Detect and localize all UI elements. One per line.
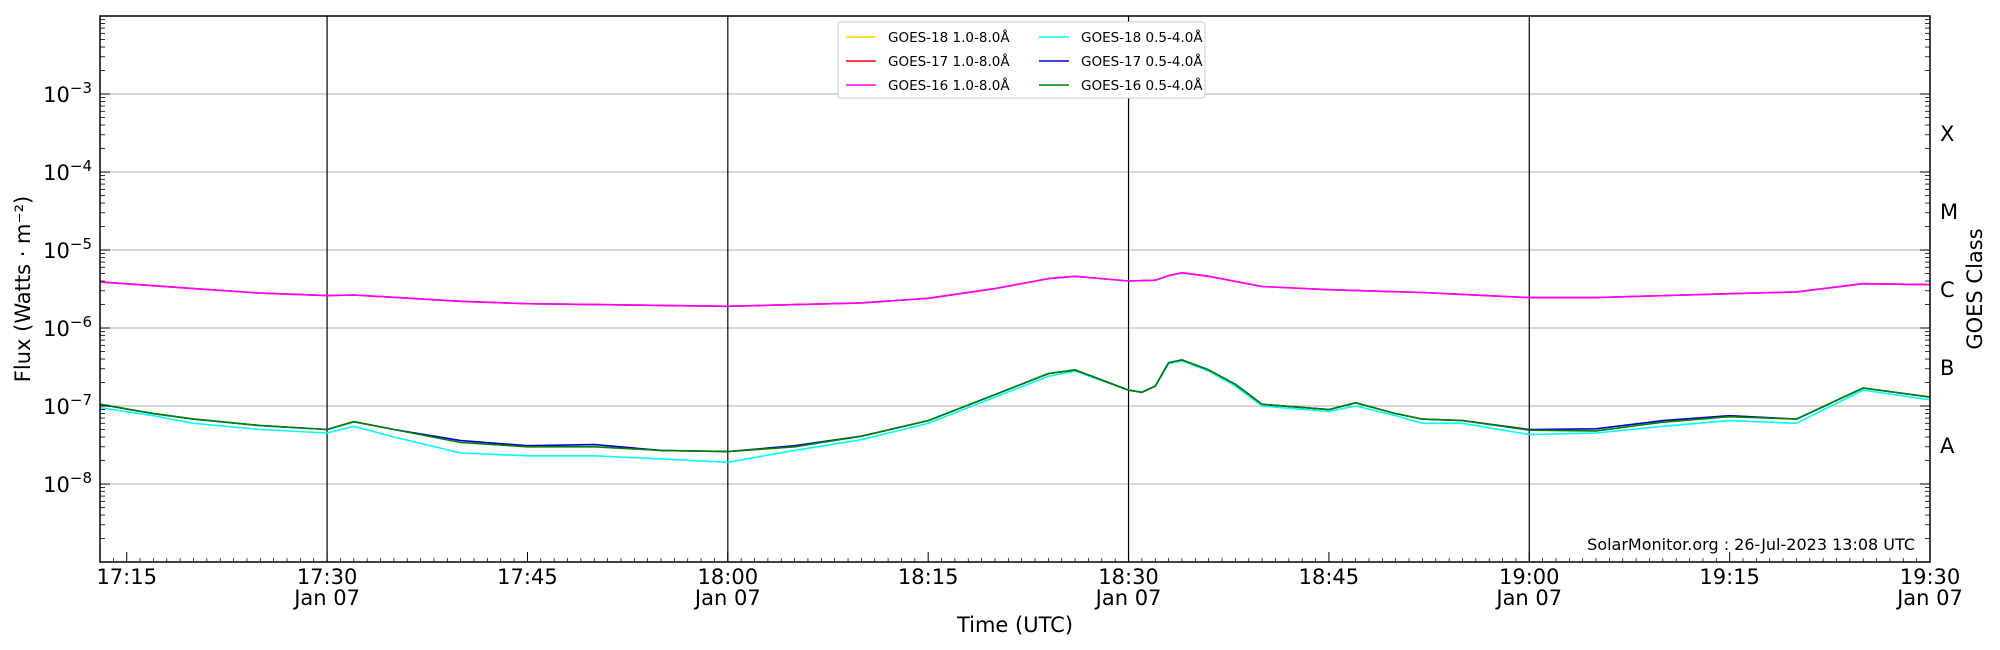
x-tick-label: 17:15	[96, 565, 157, 589]
legend: GOES-18 1.0-8.0Å GOES-17 1.0-8.0Å GOES-16 …	[837, 21, 1206, 99]
y-tick-label: 10−6	[43, 313, 92, 341]
y-tick-label: 10−4	[43, 157, 92, 185]
y-axis-label-right: GOES Class	[1963, 228, 1987, 349]
goes-class-label: B	[1940, 356, 1954, 380]
annotation-watermark: SolarMonitor.org : 26-Jul-2023 13:08 UTC	[1587, 535, 1915, 554]
y-tick-label: 10−3	[43, 79, 92, 107]
x-tick-sublabel: Jan 07	[1895, 586, 1963, 610]
legend-entry-label: GOES-18 1.0-8.0Å	[888, 29, 1010, 46]
x-tick-label: 18:15	[898, 565, 959, 589]
y-tick-label: 10−8	[43, 469, 92, 497]
y-tick-labels: 10−3 10−4 10−5 10−6 10−7 10−8	[43, 79, 92, 497]
series-line	[99, 359, 1931, 464]
axis-ticks	[99, 15, 1931, 563]
x-tick-sublabel: Jan 07	[292, 586, 360, 610]
x-tick-label: 19:15	[1699, 565, 1760, 589]
series-line	[99, 271, 1931, 308]
x-tick-label: 18:45	[1299, 565, 1360, 589]
x-tick-sublabel: Jan 07	[1094, 586, 1162, 610]
x-tick-sublabel: Jan 07	[693, 586, 761, 610]
legend-entry-label: GOES-16 0.5-4.0Å	[1081, 77, 1203, 94]
x-tick-label: 19:00	[1499, 565, 1560, 589]
legend-box	[837, 21, 1206, 99]
legend-entry-label: GOES-18 0.5-4.0Å	[1081, 29, 1203, 46]
legend-entry-label: GOES-17 1.0-8.0Å	[888, 53, 1010, 70]
y-axis-label: Flux (Watts · m⁻²)	[11, 196, 35, 382]
vertical-marker-lines	[326, 16, 1530, 562]
legend-entry-label: GOES-17 0.5-4.0Å	[1081, 53, 1203, 70]
goes-class-label: X	[1940, 122, 1954, 146]
goes-class-labels: X M C B A	[1940, 122, 1958, 458]
legend-entry-label: GOES-16 1.0-8.0Å	[888, 77, 1010, 94]
y-tick-label: 10−7	[43, 391, 92, 419]
x-tick-label: 17:45	[497, 565, 558, 589]
series-layer	[99, 271, 1931, 464]
x-tick-sublabel: Jan 07	[1494, 586, 1562, 610]
series-line	[99, 271, 1931, 308]
grid-lines	[100, 93, 1930, 485]
y-tick-label: 10−5	[43, 235, 92, 263]
x-tick-label: 17:30	[297, 565, 358, 589]
x-tick-label: 19:30	[1900, 565, 1961, 589]
goes-class-label: A	[1940, 434, 1955, 458]
goes-class-label: M	[1940, 200, 1958, 224]
x-axis-label: Time (UTC)	[956, 613, 1073, 637]
goes-class-label: C	[1940, 278, 1955, 302]
plot-frame	[99, 15, 1931, 563]
x-tick-label: 18:30	[1098, 565, 1159, 589]
x-tick-label: 18:00	[698, 565, 759, 589]
series-line	[99, 359, 1931, 453]
